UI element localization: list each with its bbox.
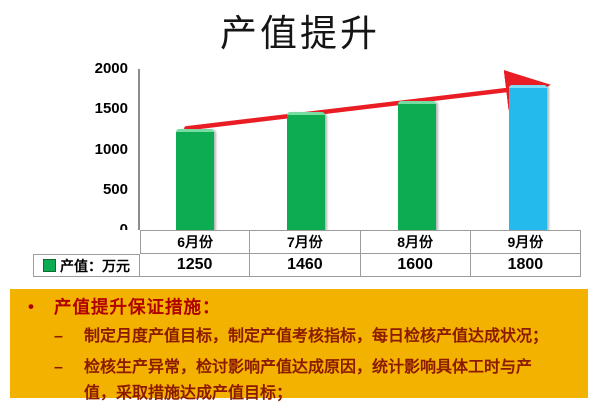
value-cell: 1250 [140,254,251,277]
bar-9月份 [508,85,547,230]
month-cell: 8月份 [360,230,471,254]
table-spacer-cell [33,230,140,254]
bullet-icon: • [28,297,35,316]
value-cell: 1600 [360,254,471,277]
y-axis: 2000 1500 1000 500 0 [80,60,128,238]
plot-area [138,69,583,230]
measure-item-text: 制定月度产值目标，制定产值考核指标，每日检核产值达成状况； [84,328,549,345]
y-tick-label: 0 [80,221,128,239]
month-cell: 6月份 [140,230,251,254]
value-cell: 1460 [250,254,361,277]
legend-cell: 产值：万元 [33,254,140,277]
value-cell: 1800 [470,254,581,277]
measures-heading: 产值提升保证措施： [54,297,221,317]
measure-item-text: 检核生产异常，检讨影响产值达成原因，统计影响具体工时与产值，采取措施达成产值目标… [84,359,533,402]
bar-8月份 [397,101,436,230]
chart-data-table: 6月份 7月份 8月份 9月份 产值：万元 1250 1460 1600 180… [33,230,581,277]
y-tick-label: 1000 [94,140,128,158]
y-tick-label: 2000 [94,60,128,77]
dash-icon: – [54,359,63,376]
bar-7月份 [287,112,326,230]
bar-6月份 [176,129,215,230]
dash-icon: – [54,328,63,345]
slide-title: 产值提升 [220,12,380,55]
month-cell: 7月份 [250,230,361,254]
measure-item: – 制定月度产值目标，制定产值考核指标，每日检核产值达成状况； [54,324,580,350]
legend-swatch-icon [43,259,56,272]
measure-item: – 检核生产异常，检讨影响产值达成原因，统计影响具体工时与产值，采取措施达成产值… [54,355,580,404]
measures-heading-row: • 产值提升保证措施： [20,295,580,319]
y-tick-label: 500 [102,180,128,198]
month-cell: 9月份 [470,230,581,254]
measures-panel: • 产值提升保证措施： – 制定月度产值目标，制定产值考核指标，每日检核产值达成… [10,289,588,402]
trend-arrow [184,70,551,131]
y-tick-label: 1500 [94,100,128,118]
legend-label: 产值：万元 [60,257,130,274]
